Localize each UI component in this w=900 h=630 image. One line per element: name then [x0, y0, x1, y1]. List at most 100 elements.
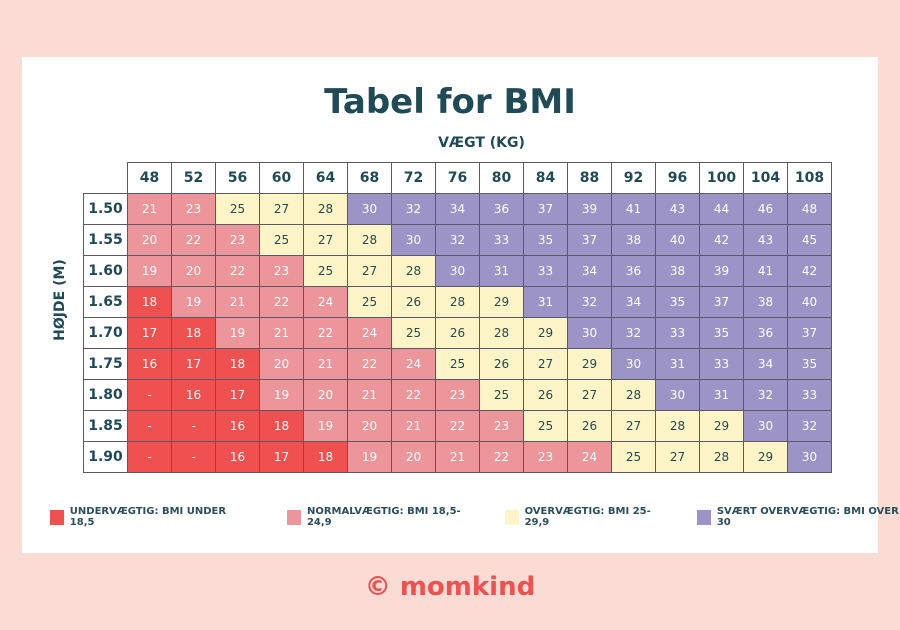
bmi-cell-over: 25	[479, 379, 524, 411]
bmi-cell-over: 26	[435, 317, 480, 349]
bmi-cell-over: 27	[259, 193, 304, 225]
bmi-cell-very: 39	[699, 255, 744, 287]
bmi-cell-over: 25	[611, 441, 656, 473]
weight-header: 108	[787, 162, 832, 194]
weight-header: 72	[391, 162, 436, 194]
bmi-cell-under: 16	[127, 348, 172, 380]
bmi-cell-very: 30	[787, 441, 832, 473]
header-row: 48 52 56 60 64 68 72 76 80 84 88 92 96 100 104 108	[84, 162, 832, 194]
bmi-cell-over: 25	[303, 255, 348, 287]
bmi-cell-over: 29	[479, 286, 524, 318]
bmi-cell-very: 39	[567, 193, 612, 225]
bmi-cell-over: 25	[523, 410, 568, 442]
weight-header: 96	[655, 162, 700, 194]
bmi-cell-very: 35	[699, 317, 744, 349]
weight-header: 52	[171, 162, 216, 194]
bmi-cell-normal: 19	[303, 410, 348, 442]
bmi-cell-normal: 20	[347, 410, 392, 442]
bmi-cell-very: 38	[611, 224, 656, 256]
bmi-cell-over: 28	[655, 410, 700, 442]
weight-header: 64	[303, 162, 348, 194]
bmi-cell-normal: 21	[259, 317, 304, 349]
bmi-cell-normal: 21	[347, 379, 392, 411]
y-axis-label: HØJDE (M)	[52, 259, 68, 341]
bmi-cell-very: 36	[743, 317, 788, 349]
bmi-cell-normal: 22	[391, 379, 436, 411]
table-row: 1.80-16 17 19 20 21 22 23 25 26 27 28 30 31 32 33	[83, 379, 832, 411]
bmi-cell-over: 28	[479, 317, 524, 349]
bmi-cell-normal: 19	[347, 441, 392, 473]
table-row: 1.70 17 18 19 21 22 24 25 26 28 29 30 32 33 35 36 37	[83, 317, 832, 349]
weight-header: 100	[699, 162, 744, 194]
bmi-cell-normal: 19	[127, 255, 172, 287]
bmi-cell-under: -	[171, 441, 216, 473]
legend-swatch	[287, 509, 301, 525]
bmi-cell-under: 17	[127, 317, 172, 349]
legend-label: NORMALVÆGTIG: BMI 18,5-24,9	[306, 506, 461, 528]
bmi-cell-very: 34	[611, 286, 656, 318]
bmi-cell-normal: 22	[347, 348, 392, 380]
bmi-cell-under: 18	[303, 441, 348, 473]
bmi-cell-over: 27	[347, 255, 392, 287]
weight-header: 56	[215, 162, 260, 194]
bmi-cell-very: 30	[655, 379, 700, 411]
legend-swatch	[50, 509, 64, 525]
weight-header: 68	[347, 162, 392, 194]
bmi-cell-normal: 21	[303, 348, 348, 380]
table-row: 1.75 16 17 18 20 21 22 24 25 26 27 29 30 31 33 34 35	[83, 348, 832, 380]
bmi-cell-normal: 22	[303, 317, 348, 349]
bmi-cell-over: 27	[655, 441, 700, 473]
height-header: 1.75	[83, 348, 128, 380]
bmi-cell-over: 25	[435, 348, 480, 380]
bmi-cell-normal: 22	[435, 410, 480, 442]
bmi-cell-very: 30	[391, 224, 436, 256]
bmi-cell-over: 29	[523, 317, 568, 349]
x-axis-label: VÆGT (KG)	[438, 135, 525, 151]
table-row: 1.55 20 22 23 25 27 28 30 32 33 35 37 38 40 42 43 45	[83, 224, 832, 256]
legend-label: OVERVÆGTIG: BMI 25-29,9	[524, 506, 651, 528]
bmi-cell-very: 37	[523, 193, 568, 225]
bmi-cell-very: 48	[787, 193, 832, 225]
bmi-cell-normal: 20	[391, 441, 436, 473]
weight-header: 48	[127, 162, 172, 194]
bmi-cell-very: 36	[479, 193, 524, 225]
height-header: 1.60	[83, 255, 128, 287]
bmi-cell-very: 41	[743, 255, 788, 287]
bmi-cell-under: 16	[215, 441, 260, 473]
bmi-cell-under: 16	[215, 410, 260, 442]
bmi-cell-very: 33	[655, 317, 700, 349]
bmi-cell-over: 29	[699, 410, 744, 442]
height-header: 1.50	[83, 193, 128, 225]
bmi-cell-over: 28	[699, 441, 744, 473]
bmi-cell-normal: 19	[171, 286, 216, 318]
table-row: 1.65 18 19 21 22 24 25 26 28 29 31 32 34 35 37 38 40	[83, 286, 832, 318]
height-header: 1.55	[83, 224, 128, 256]
bmi-cell-over: 25	[391, 317, 436, 349]
bmi-cell-over: 27	[523, 348, 568, 380]
bmi-cell-normal: 24	[303, 286, 348, 318]
bmi-cell-over: 26	[479, 348, 524, 380]
bmi-cell-over: 26	[567, 410, 612, 442]
bmi-cell-over: 25	[259, 224, 304, 256]
legend-label: SVÆRT OVERVÆGTIG: BMI OVER 30	[716, 506, 899, 528]
bmi-cell-very: 36	[611, 255, 656, 287]
bmi-cell-very: 30	[347, 193, 392, 225]
legend: UNDERVÆGTIG: BMI UNDER 18,5 NORMALVÆGTIG:…	[50, 506, 900, 528]
bmi-cell-very: 30	[743, 410, 788, 442]
bmi-cell-normal: 24	[567, 441, 612, 473]
bmi-cell-very: 34	[435, 193, 480, 225]
bmi-cell-over: 27	[567, 379, 612, 411]
bmi-cell-very: 35	[655, 286, 700, 318]
bmi-cell-very: 43	[655, 193, 700, 225]
bmi-cell-very: 35	[787, 348, 832, 380]
bmi-cell-under: -	[127, 410, 172, 442]
height-header: 1.80	[83, 379, 128, 411]
bmi-cell-normal: 23	[435, 379, 480, 411]
legend-swatch	[504, 509, 519, 525]
bmi-cell-very: 30	[567, 317, 612, 349]
chart-title: Tabel for BMI	[324, 82, 576, 122]
bmi-cell-very: 32	[743, 379, 788, 411]
bmi-cell-very: 44	[699, 193, 744, 225]
table-row: 1.50 21 23 25 27 28 30 32 34 36 37 39 41 43 44 46 48	[83, 193, 832, 225]
bmi-cell-normal: 19	[259, 379, 304, 411]
